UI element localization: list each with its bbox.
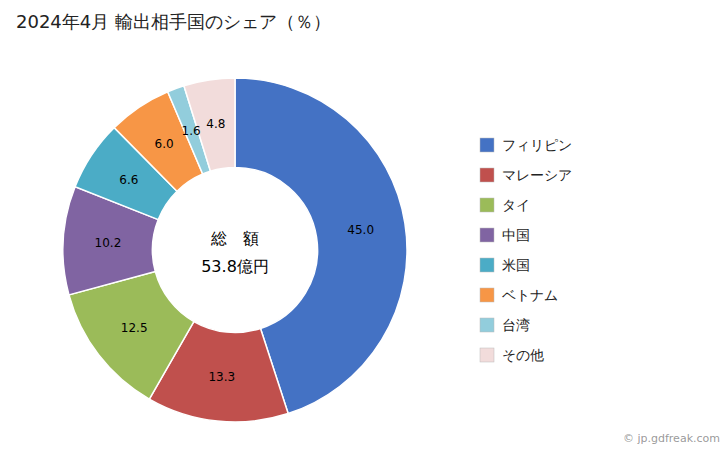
center-label: 53.8億円 xyxy=(201,257,269,276)
data-label: 1.6 xyxy=(182,124,201,138)
data-label: 6.6 xyxy=(119,173,138,187)
legend-label: 米国 xyxy=(502,257,530,273)
data-label: 13.3 xyxy=(208,370,235,384)
title: 2024年4月 輸出相手国のシェア（％） xyxy=(16,11,331,32)
legend-label: ベトナム xyxy=(502,287,558,303)
chart: 2024年4月 輸出相手国のシェア（％） 45.0 13.3 12.5 10.2 6.6 6… xyxy=(0,0,728,450)
legend-swatch xyxy=(480,318,494,332)
legend-swatch xyxy=(480,348,494,362)
legend-swatch xyxy=(480,198,494,212)
legend-label: フィリピン xyxy=(502,137,572,153)
slices xyxy=(63,78,407,422)
donut-slice xyxy=(69,272,194,400)
legend: フィリピンマレーシアタイ中国米国ベトナム台湾その他 xyxy=(480,137,572,363)
watermark: © jp.gdfreak.com xyxy=(623,432,720,445)
legend-label: 中国 xyxy=(502,227,530,243)
chart-container: 2024年4月 輸出相手国のシェア（％） 45.0 13.3 12.5 10.2 6.6 6… xyxy=(0,0,728,450)
center-label: 総 額 xyxy=(210,229,259,248)
legend-swatch xyxy=(480,168,494,182)
data-label: 12.5 xyxy=(121,321,148,335)
legend-label: マレーシア xyxy=(502,167,572,183)
legend-label: 台湾 xyxy=(502,317,530,333)
legend-swatch xyxy=(480,288,494,302)
data-label: 45.0 xyxy=(347,223,374,237)
data-label: 4.8 xyxy=(206,117,225,131)
legend-swatch xyxy=(480,138,494,152)
legend-label: その他 xyxy=(502,347,544,363)
legend-swatch xyxy=(480,258,494,272)
background xyxy=(0,0,728,450)
data-labels: 45.0 13.3 12.5 10.2 6.6 6.0 1.6 4.8 xyxy=(95,117,375,383)
legend-label: タイ xyxy=(502,197,530,213)
legend-swatch xyxy=(480,228,494,242)
data-label: 6.0 xyxy=(155,137,174,151)
data-label: 10.2 xyxy=(95,236,122,250)
